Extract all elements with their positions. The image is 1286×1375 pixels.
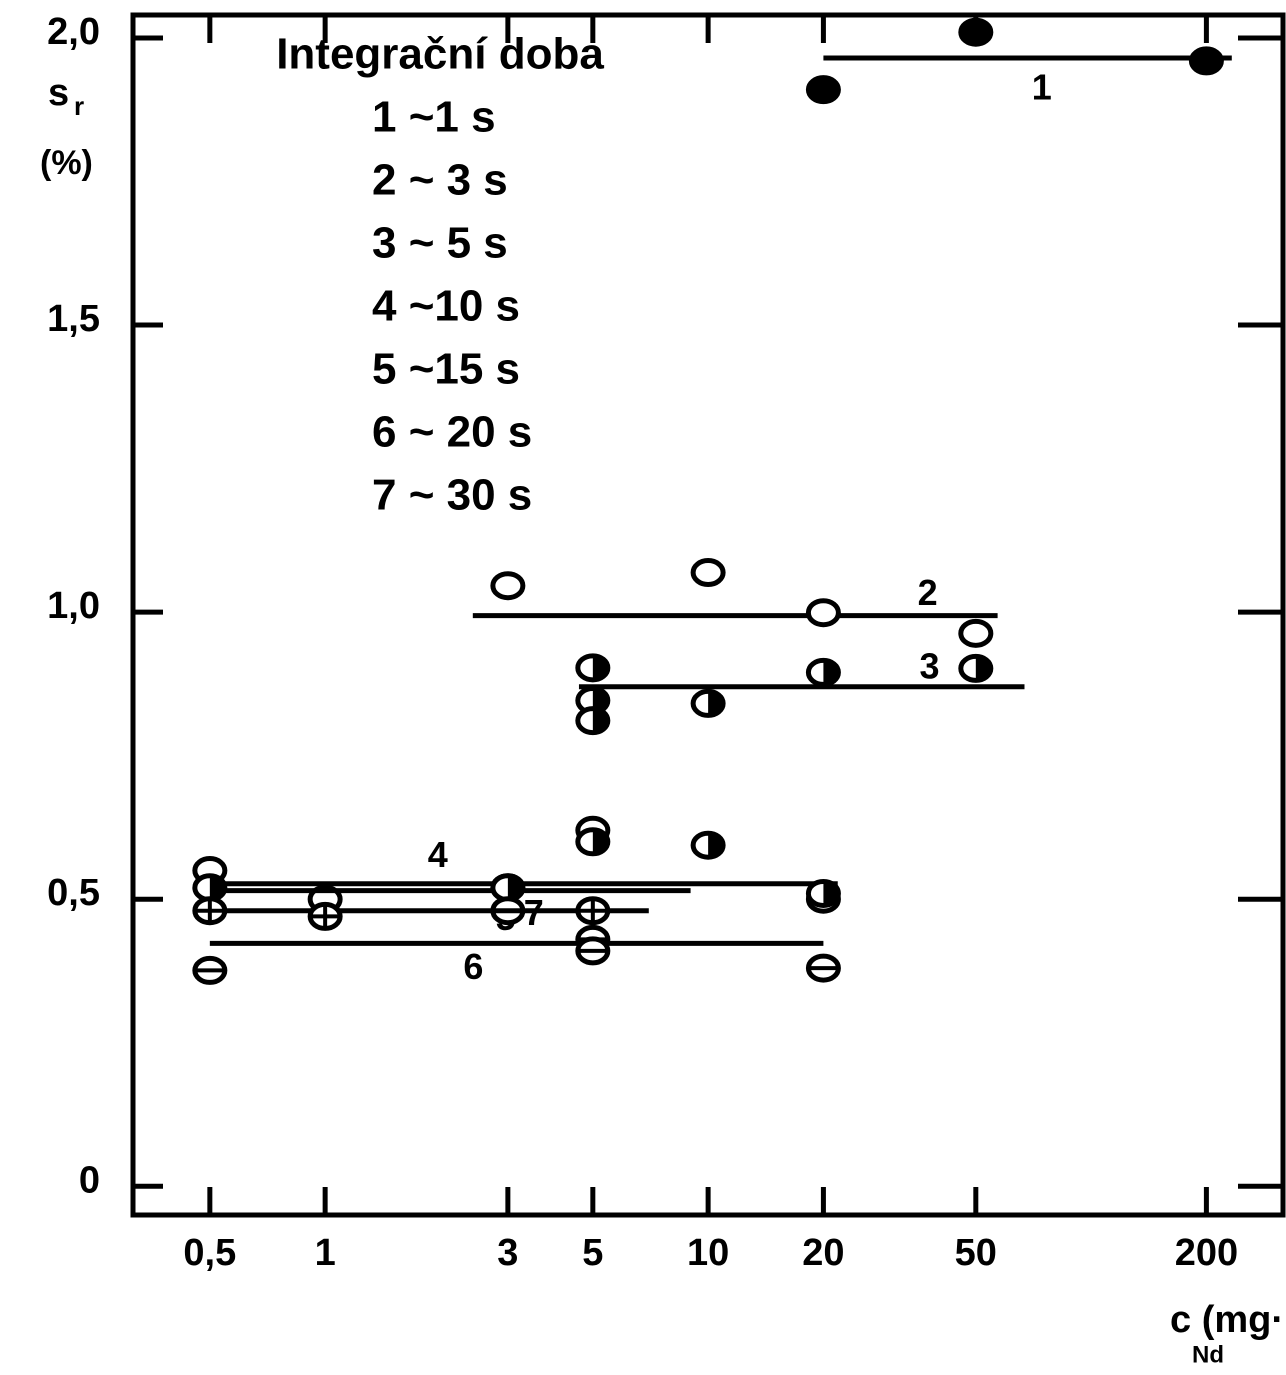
- series-label: 3: [919, 645, 939, 686]
- data-point: [490, 571, 526, 601]
- data-point: [805, 953, 841, 983]
- marker-body: [958, 618, 994, 648]
- data-point: [958, 618, 994, 648]
- series-label: 7: [524, 892, 544, 933]
- marker-half: [592, 708, 608, 733]
- data-point: [490, 873, 526, 903]
- data-point: [690, 830, 726, 860]
- x-tick-label: 0,5: [183, 1232, 236, 1274]
- x-tick-label: 200: [1175, 1232, 1238, 1274]
- data-point: [192, 955, 228, 985]
- data-point: [805, 75, 841, 105]
- y-tick-label: 0,5: [47, 872, 100, 914]
- data-point: [805, 878, 841, 908]
- marker-body: [1188, 46, 1224, 76]
- data-point: [690, 558, 726, 588]
- marker-half: [592, 655, 608, 680]
- data-point: [1188, 46, 1224, 76]
- legend-item: 2 ~ 3 s: [372, 156, 508, 205]
- x-axis-label-sub: Nd: [1192, 1341, 1224, 1368]
- data-point: [575, 706, 611, 736]
- y-axis-unit: (%): [40, 144, 93, 182]
- x-tick-label: 5: [582, 1232, 603, 1274]
- marker-body: [690, 558, 726, 588]
- marker-half: [708, 691, 724, 716]
- marker-half: [975, 656, 991, 681]
- marker-half: [507, 875, 523, 900]
- series-label: 6: [463, 946, 483, 987]
- data-point: [958, 653, 994, 683]
- y-axis-label: s: [48, 72, 69, 114]
- marker-half: [823, 881, 839, 906]
- y-tick-label: 1,5: [47, 298, 100, 340]
- x-tick-label: 20: [802, 1232, 844, 1274]
- legend-item: 1 ~1 s: [372, 93, 496, 142]
- series-label: 1: [1032, 67, 1052, 108]
- y-tick-label: 0: [79, 1159, 100, 1201]
- data-point: [307, 901, 343, 931]
- marker-half: [823, 660, 839, 685]
- legend-item: 4 ~10 s: [372, 282, 520, 331]
- legend-item: 3 ~ 5 s: [372, 219, 508, 268]
- data-point: [575, 896, 611, 926]
- legend-item: 5 ~15 s: [372, 345, 520, 394]
- y-tick-label: 2,0: [47, 11, 100, 53]
- data-point: [805, 657, 841, 687]
- series-label: 2: [918, 572, 938, 613]
- x-tick-label: 10: [687, 1232, 729, 1274]
- legend-item: 7 ~ 30 s: [372, 471, 532, 520]
- marker-body: [490, 571, 526, 601]
- marker-body: [805, 598, 841, 628]
- x-axis-label: c (mg·l⁻¹): [1170, 1299, 1286, 1341]
- marker-half: [708, 833, 724, 858]
- marker-half: [209, 875, 225, 900]
- data-point: [690, 688, 726, 718]
- legend-title: Integrační doba: [276, 30, 604, 79]
- marker-body: [958, 17, 994, 47]
- data-point: [575, 936, 611, 966]
- marker-half: [592, 829, 608, 854]
- data-point: [575, 653, 611, 683]
- x-tick-label: 50: [955, 1232, 997, 1274]
- data-point: [192, 873, 228, 903]
- series-label: 4: [428, 834, 448, 875]
- marker-body: [805, 75, 841, 105]
- legend-item: 6 ~ 20 s: [372, 408, 532, 457]
- x-tick-label: 3: [497, 1232, 518, 1274]
- x-tick-label: 1: [315, 1232, 336, 1274]
- data-point: [805, 598, 841, 628]
- y-axis-label-sub: r: [74, 91, 84, 121]
- data-point: [958, 17, 994, 47]
- y-tick-label: 1,0: [47, 585, 100, 627]
- data-point: [575, 827, 611, 857]
- data-point: [192, 896, 228, 926]
